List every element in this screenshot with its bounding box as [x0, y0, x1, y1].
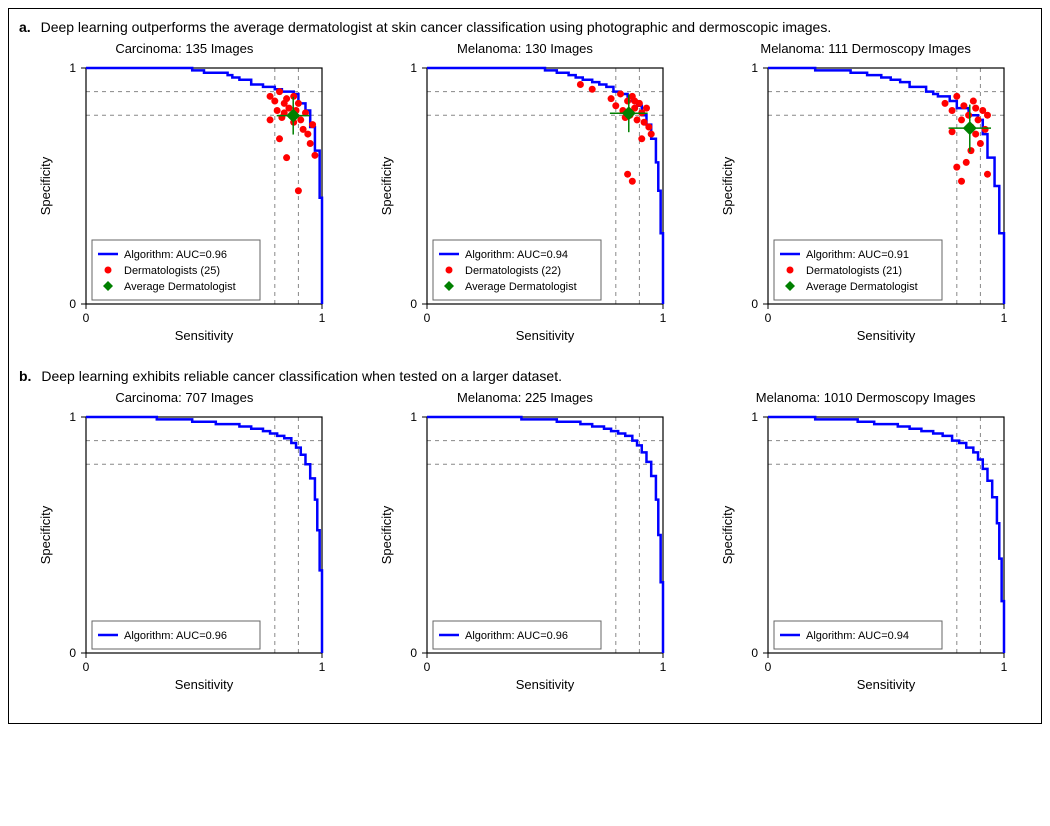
svg-text:Specificity: Specificity — [38, 156, 53, 215]
chart-title: Carcinoma: 135 Images — [115, 41, 253, 56]
svg-text:0: 0 — [410, 297, 417, 311]
svg-text:Sensitivity: Sensitivity — [856, 328, 915, 343]
chart-melanoma1010d: Melanoma: 1010 Dermoscopy Images 0 1 0 1 Sen… — [716, 390, 1016, 699]
svg-text:1: 1 — [660, 311, 667, 325]
svg-text:Specificity: Specificity — [720, 156, 735, 215]
chart-carcinoma135: Carcinoma: 135 Images 0 1 0 1 Sensitivity Spe… — [34, 41, 334, 350]
svg-text:1: 1 — [751, 61, 758, 75]
svg-text:1: 1 — [1000, 660, 1007, 674]
svg-text:Sensitivity: Sensitivity — [175, 677, 234, 692]
roc-svg: 0 1 0 1 Sensitivity Specificity Algorithm: AUC… — [716, 60, 1016, 350]
roc-svg: 0 1 0 1 Sensitivity Specificity Algorithm: AUC… — [716, 409, 1016, 699]
svg-text:0: 0 — [424, 311, 431, 325]
svg-text:1: 1 — [660, 660, 667, 674]
svg-text:0: 0 — [751, 646, 758, 660]
svg-text:1: 1 — [70, 410, 77, 424]
chart-carcinoma707: Carcinoma: 707 Images 0 1 0 1 Sensitivity Spe… — [34, 390, 334, 699]
chart-title: Melanoma: 111 Dermoscopy Images — [760, 41, 971, 56]
svg-text:Algorithm: AUC=0.91: Algorithm: AUC=0.91 — [806, 249, 909, 261]
svg-text:Specificity: Specificity — [379, 156, 394, 215]
svg-text:Dermatologists (25): Dermatologists (25) — [124, 265, 220, 277]
svg-text:Dermatologists (22): Dermatologists (22) — [465, 265, 561, 277]
panel-a-row: Carcinoma: 135 Images 0 1 0 1 Sensitivity Spe… — [19, 41, 1031, 350]
chart-title: Melanoma: 1010 Dermoscopy Images — [756, 390, 976, 405]
svg-text:Average Dermatologist: Average Dermatologist — [806, 281, 918, 293]
svg-text:1: 1 — [410, 410, 417, 424]
svg-text:1: 1 — [319, 311, 326, 325]
panel-b-caption: b. Deep learning exhibits reliable cance… — [19, 368, 1031, 384]
svg-text:Average Dermatologist: Average Dermatologist — [124, 281, 236, 293]
roc-svg: 0 1 0 1 Sensitivity Specificity Algorithm: AUC… — [34, 409, 334, 699]
panel-b-label: b. — [19, 368, 31, 384]
figure-container: a. Deep learning outperforms the average… — [8, 8, 1042, 724]
svg-text:1: 1 — [410, 61, 417, 75]
svg-text:0: 0 — [764, 660, 771, 674]
panel-a-caption: a. Deep learning outperforms the average… — [19, 19, 1031, 35]
chart-title: Melanoma: 225 Images — [457, 390, 593, 405]
svg-text:Algorithm: AUC=0.96: Algorithm: AUC=0.96 — [124, 249, 227, 261]
svg-text:1: 1 — [1000, 311, 1007, 325]
svg-text:Sensitivity: Sensitivity — [516, 328, 575, 343]
svg-text:Specificity: Specificity — [38, 505, 53, 564]
roc-svg: 0 1 0 1 Sensitivity Specificity Algorithm: AUC… — [375, 409, 675, 699]
chart-title: Melanoma: 130 Images — [457, 41, 593, 56]
svg-text:Algorithm: AUC=0.96: Algorithm: AUC=0.96 — [465, 630, 568, 642]
panel-a-text: Deep learning outperforms the average de… — [41, 19, 832, 35]
svg-text:Algorithm: AUC=0.96: Algorithm: AUC=0.96 — [124, 630, 227, 642]
svg-text:0: 0 — [764, 311, 771, 325]
svg-text:0: 0 — [70, 297, 77, 311]
svg-text:Specificity: Specificity — [720, 505, 735, 564]
chart-title: Carcinoma: 707 Images — [115, 390, 253, 405]
panel-b-text: Deep learning exhibits reliable cancer c… — [41, 368, 562, 384]
svg-text:Sensitivity: Sensitivity — [856, 677, 915, 692]
svg-text:1: 1 — [70, 61, 77, 75]
svg-text:1: 1 — [751, 410, 758, 424]
panel-b-row: Carcinoma: 707 Images 0 1 0 1 Sensitivity Spe… — [19, 390, 1031, 699]
svg-text:0: 0 — [424, 660, 431, 674]
svg-text:Dermatologists (21): Dermatologists (21) — [806, 265, 902, 277]
svg-text:0: 0 — [83, 311, 90, 325]
svg-text:Algorithm: AUC=0.94: Algorithm: AUC=0.94 — [806, 630, 909, 642]
svg-text:1: 1 — [319, 660, 326, 674]
chart-melanoma111d: Melanoma: 111 Dermoscopy Images 0 1 0 1 Sens… — [716, 41, 1016, 350]
svg-text:0: 0 — [751, 297, 758, 311]
roc-svg: 0 1 0 1 Sensitivity Specificity Algorithm: AUC… — [375, 60, 675, 350]
chart-melanoma130: Melanoma: 130 Images 0 1 0 1 Sensitivity Spec… — [375, 41, 675, 350]
svg-text:0: 0 — [410, 646, 417, 660]
svg-text:Algorithm: AUC=0.94: Algorithm: AUC=0.94 — [465, 249, 568, 261]
svg-text:0: 0 — [83, 660, 90, 674]
panel-a-label: a. — [19, 19, 31, 35]
svg-text:Average Dermatologist: Average Dermatologist — [465, 281, 577, 293]
svg-text:Sensitivity: Sensitivity — [175, 328, 234, 343]
chart-melanoma225: Melanoma: 225 Images 0 1 0 1 Sensitivity Spec… — [375, 390, 675, 699]
svg-text:Specificity: Specificity — [379, 505, 394, 564]
svg-text:Sensitivity: Sensitivity — [516, 677, 575, 692]
roc-svg: 0 1 0 1 Sensitivity Specificity Algorithm: AUC… — [34, 60, 334, 350]
svg-text:0: 0 — [70, 646, 77, 660]
